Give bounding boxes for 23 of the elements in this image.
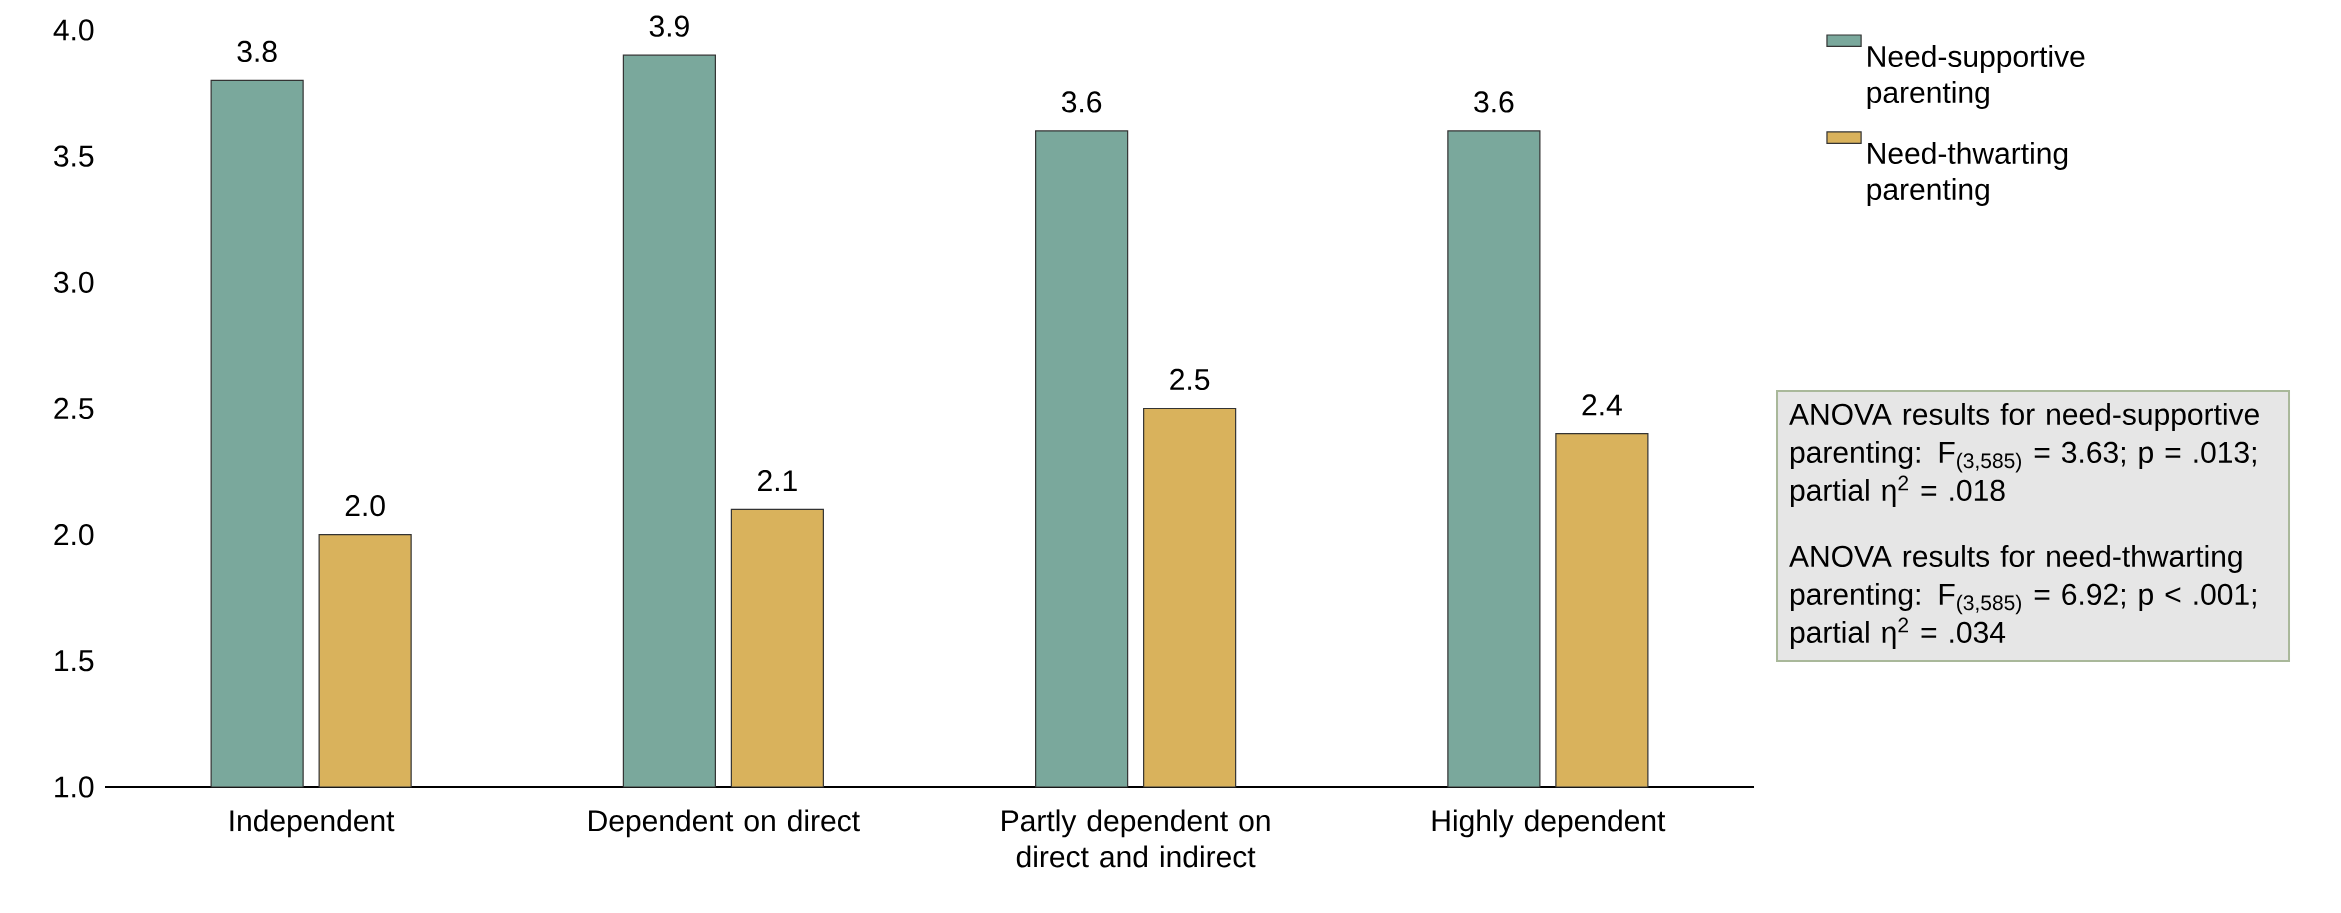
data-label: 3.6 <box>1061 91 1102 113</box>
y-tick-label: 2.5 <box>54 397 94 420</box>
data-label: 2.4 <box>1582 394 1622 416</box>
data-label: 3.8 <box>237 40 277 63</box>
text: ANOVA results for need-supportive parenting: F$_{(3,585)}$ = 3.63; p = .013; partial η$^{2}$ = .018 <box>1789 402 2259 507</box>
legend-label: Need-thwarting parenting <box>1867 142 2068 206</box>
data-label: 3.6 <box>1474 91 1514 113</box>
x-tick-label: Partly dependent on direct and indirect <box>1002 809 1270 868</box>
y-tick-label: 3.0 <box>54 271 94 293</box>
text: ANOVA results for need-thwarting parenting: F$_{(3,585)}$ = 6.92; p < .001; partial η$^{2}$ = .034 <box>1789 544 2256 649</box>
data-label: 2.5 <box>1170 368 1210 391</box>
x-tick-label: Highly dependent <box>1432 809 1666 838</box>
x-tick-label: Independent <box>230 809 395 838</box>
legend-label: Need-supportive parenting <box>1867 45 2085 110</box>
x-tick-label: Dependent on direct <box>589 809 860 838</box>
y-tick-label: 1.5 <box>55 650 94 672</box>
y-tick-label: 1.0 <box>55 776 94 798</box>
data-label: 2.0 <box>345 495 385 517</box>
y-tick-label: 3.5 <box>54 145 94 167</box>
y-tick-label: 4.0 <box>53 19 94 41</box>
data-label: 3.9 <box>649 15 689 37</box>
data-label: 2.1 <box>758 470 797 492</box>
y-tick-label: 2.0 <box>54 524 94 546</box>
